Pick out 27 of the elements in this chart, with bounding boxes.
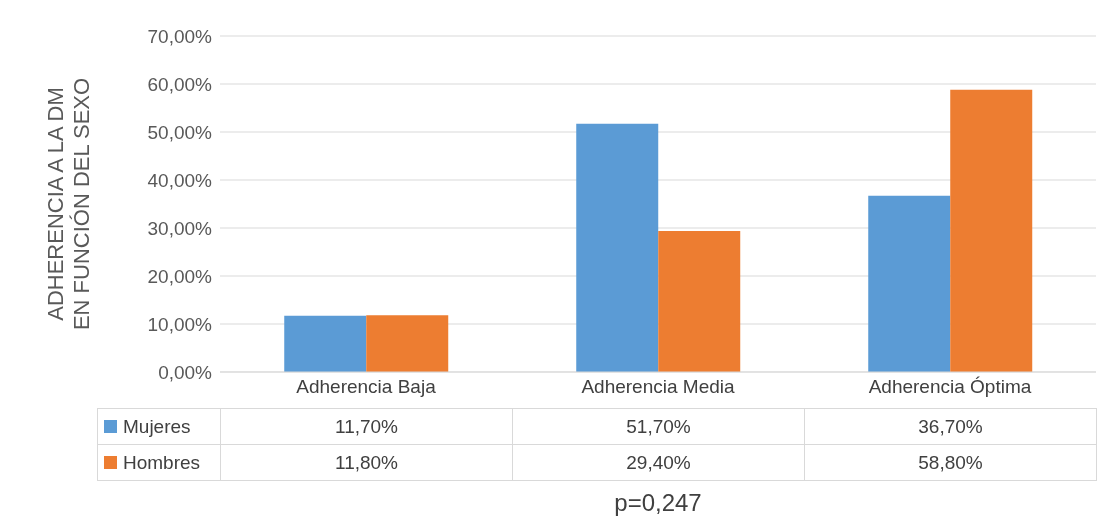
data-label: 11,70% [220,408,513,445]
y-tick-label: 60,00% [147,73,213,95]
bar [284,315,367,372]
legend-label: Mujeres [97,408,221,445]
text: p=0,247 [613,489,703,517]
data-label: 29,40% [512,444,805,481]
y-tick-label: 0,00% [158,361,213,383]
data-label: 11,80% [220,444,513,481]
y-tick-label: 10,00% [147,313,213,335]
bar [950,89,1033,372]
y-tick-label: 50,00% [147,121,213,143]
bar [576,123,659,372]
legend-label: Hombres [97,444,221,481]
data-label: 51,70% [512,408,805,445]
data-label: 36,70% [804,408,1097,445]
y-axis-title: ADHERENCIA A LA DM EN FUNCIÓN DEL SEXO [43,77,94,331]
y-tick-label: 70,00% [147,25,213,47]
bar [658,230,741,372]
bar [366,315,449,372]
bar [868,195,951,372]
x-tick-label: Adherencia Óptima [868,376,1032,398]
y-tick-label: 40,00% [147,169,213,191]
y-tick-label: 30,00% [147,217,213,239]
data-label: 58,80% [804,444,1097,481]
x-tick-label: Adherencia Media [581,376,736,398]
x-tick-label: Adherencia Baja [296,376,437,398]
y-tick-label: 20,00% [147,265,213,287]
